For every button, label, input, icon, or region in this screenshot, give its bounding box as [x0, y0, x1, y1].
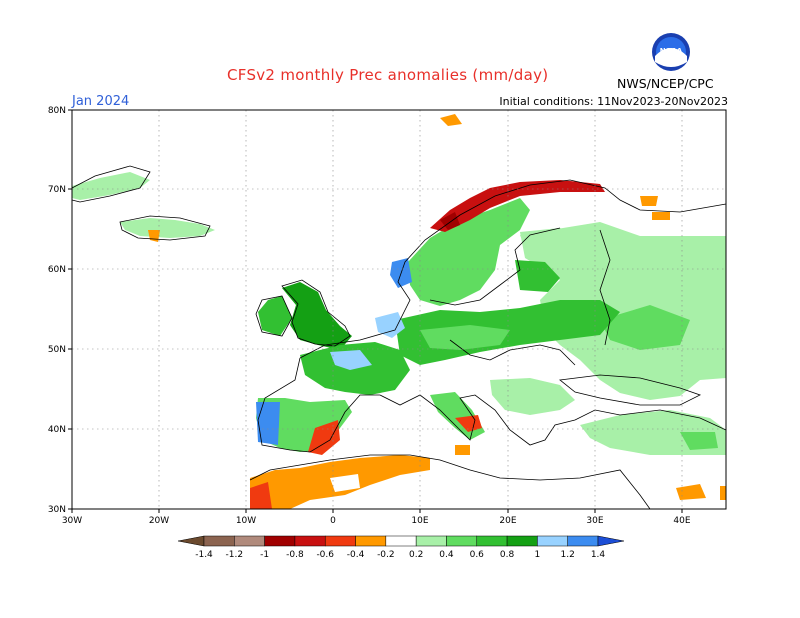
- forecast-period: Jan 2024: [72, 94, 130, 109]
- colorbar-swatch: [203, 535, 235, 547]
- colorbar-swatch: [234, 535, 265, 547]
- colorbar-label: 1.2: [561, 550, 575, 560]
- axis-ticks: [68, 109, 683, 513]
- colorbar-swatch: [537, 535, 568, 547]
- colorbar-label: -0.6: [316, 550, 334, 560]
- colorbar-label: 1.4: [591, 550, 606, 560]
- colorbar-label: 0.2: [409, 550, 423, 560]
- colorbar-label: -0.8: [286, 550, 304, 560]
- noaa-logo-icon: NOAA: [652, 33, 690, 71]
- lon-label-10e: 10E: [411, 516, 428, 526]
- colorbar-swatch: [476, 535, 508, 547]
- colorbar-swatch: [385, 535, 417, 547]
- colorbar-label: -1.4: [195, 550, 213, 560]
- lon-label-30w: 30W: [62, 516, 82, 526]
- lon-label-20w: 20W: [149, 516, 169, 526]
- colorbar-label: -0.2: [377, 550, 395, 560]
- lat-label-50n: 50N: [48, 345, 66, 355]
- colorbar-label: -1: [260, 550, 269, 560]
- colorbar-label: -0.4: [347, 550, 365, 560]
- colorbar-swatch: [597, 535, 625, 547]
- colorbar-label: 0.6: [470, 550, 485, 560]
- colorbar-swatch: [324, 535, 356, 547]
- colorbar: -1.4 -1.2 -1 -0.8 -0.6 -0.4 -0.2 0.2 0.4 0.6 0.8 1 1…: [177, 535, 625, 560]
- colorbar-swatch: [355, 535, 387, 547]
- colorbar-swatch: [415, 535, 447, 547]
- colorbar-swatch: [567, 535, 599, 547]
- lon-label-10w: 10W: [236, 516, 256, 526]
- colorbar-label: 0.8: [500, 550, 515, 560]
- colorbar-label: -1.2: [226, 550, 244, 560]
- coastlines: [71, 165, 727, 510]
- lon-label-30e: 30E: [586, 516, 603, 526]
- agency-label: NWS/NCEP/CPC: [617, 76, 714, 91]
- lat-label-70n: 70N: [48, 185, 66, 195]
- lat-label-60n: 60N: [48, 265, 66, 275]
- lon-label-20e: 20E: [499, 516, 516, 526]
- map-frame: [71, 109, 727, 510]
- colorbar-swatch: [294, 535, 326, 547]
- lat-label-80n: 80N: [48, 106, 66, 116]
- colorbar-label: 1: [535, 550, 541, 560]
- colorbar-swatch: [264, 535, 296, 547]
- anomaly-fields: [72, 114, 726, 509]
- colorbar-swatch: [177, 535, 205, 547]
- colorbar-swatch: [506, 535, 538, 547]
- lon-label-40e: 40E: [673, 516, 690, 526]
- map-title: CFSv2 monthly Prec anomalies (mm/day): [227, 66, 549, 84]
- lat-label-40n: 40N: [48, 425, 66, 435]
- colorbar-swatch: [446, 535, 478, 547]
- lon-label-0: 0: [330, 516, 336, 526]
- grid-lines: [72, 110, 726, 509]
- initial-conditions: Initial conditions: 11Nov2023-20Nov2023: [499, 95, 728, 108]
- colorbar-label: 0.4: [439, 550, 454, 560]
- lat-label-30n: 30N: [48, 505, 66, 515]
- logo-text: NOAA: [660, 47, 683, 55]
